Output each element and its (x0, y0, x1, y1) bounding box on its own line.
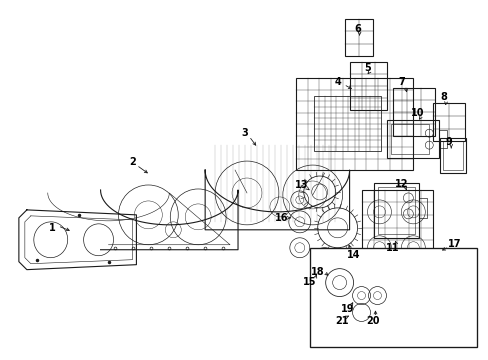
Text: 11: 11 (385, 243, 398, 253)
Text: 7: 7 (397, 77, 404, 87)
Text: 5: 5 (364, 63, 370, 73)
Bar (309, 248, 476, 347)
Bar (378, 187, 414, 234)
Bar (349, 62, 386, 110)
Text: 4: 4 (334, 77, 340, 87)
Bar (419, 198, 427, 218)
Text: 20: 20 (365, 316, 379, 327)
Bar (377, 255, 461, 319)
Text: 14: 14 (346, 250, 360, 260)
Text: 21: 21 (334, 316, 347, 327)
Text: 6: 6 (353, 24, 360, 33)
Bar (386, 120, 438, 158)
Text: 8: 8 (440, 92, 447, 102)
Bar (374, 183, 419, 238)
Bar (439, 138, 465, 173)
Text: 1: 1 (49, 223, 56, 233)
Bar (295, 78, 412, 170)
Bar (393, 88, 434, 136)
Bar (361, 190, 432, 278)
Text: 19: 19 (340, 305, 354, 315)
Bar (432, 103, 464, 141)
Bar (313, 96, 381, 151)
Text: 3: 3 (241, 128, 248, 138)
Bar (442, 141, 462, 170)
Text: 9: 9 (445, 137, 452, 147)
Text: 10: 10 (410, 108, 423, 118)
Text: 17: 17 (447, 239, 460, 249)
Bar (344, 19, 372, 57)
Bar (390, 124, 428, 154)
Text: 16: 16 (275, 213, 288, 223)
Text: 18: 18 (310, 267, 324, 276)
Text: 13: 13 (294, 180, 308, 190)
Text: 12: 12 (394, 179, 407, 189)
Text: 15: 15 (303, 276, 316, 287)
Bar (438, 130, 447, 148)
Text: 2: 2 (129, 157, 136, 167)
